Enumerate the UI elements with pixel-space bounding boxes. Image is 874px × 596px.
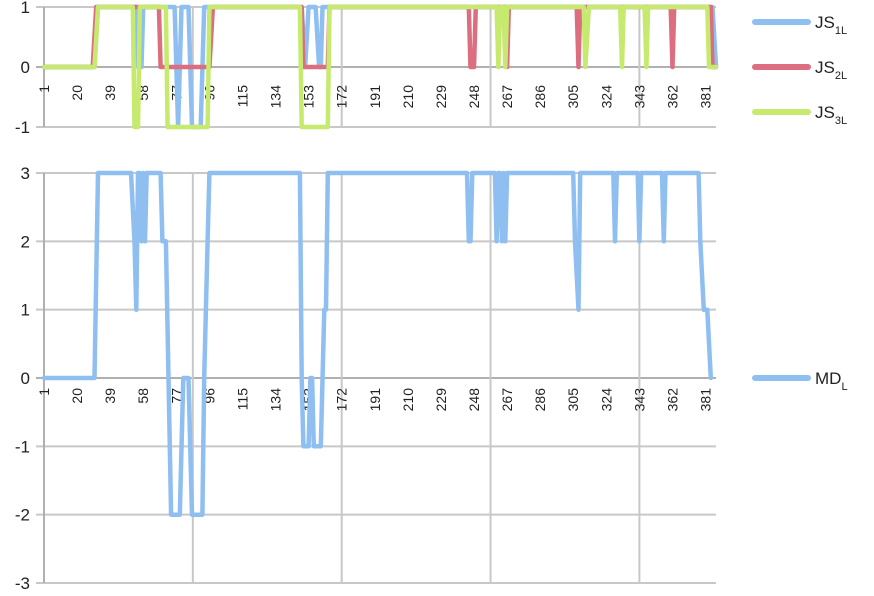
legend-label: JS2L [815, 58, 847, 82]
legend-label-subscript: 3L [835, 115, 847, 127]
x-tick-label: 191 [367, 85, 383, 109]
x-tick-label: 286 [532, 85, 548, 109]
legend-item: JS2L [752, 58, 847, 82]
x-tick-label: 115 [234, 388, 250, 411]
legend-label-subscript: L [841, 381, 847, 393]
legend-label: JS3L [815, 103, 847, 127]
x-tick-label: 343 [631, 85, 647, 109]
x-tick-label: 229 [433, 85, 449, 109]
x-tick-label: 267 [499, 388, 515, 412]
legend-label-name: JS [815, 13, 835, 32]
legend-label-name: MD [815, 369, 841, 388]
legend-item: MDL [752, 369, 848, 393]
legend-label-subscript: 1L [835, 25, 847, 37]
x-tick-label: 77 [168, 388, 184, 404]
y-tick-label: 0 [21, 58, 30, 77]
legend-label: JS1L [815, 13, 847, 37]
x-tick-label: 58 [135, 388, 151, 404]
legend-item: JS3L [752, 103, 847, 127]
y-tick-label: 2 [21, 232, 30, 251]
x-tick-label: 381 [698, 85, 714, 109]
series-line-mdl [41, 170, 714, 517]
y-tick-label: 3 [21, 164, 30, 183]
y-tick-label: 0 [21, 369, 30, 388]
x-tick-label: 134 [268, 85, 284, 109]
y-tick-label: -2 [15, 506, 30, 525]
x-tick-label: 210 [400, 85, 416, 109]
legend-item: JS1L [752, 13, 847, 37]
x-tick-label: 305 [565, 85, 581, 109]
x-tick-label: 324 [598, 85, 614, 109]
x-tick-label: 172 [334, 388, 350, 412]
x-tick-label: 20 [69, 85, 85, 101]
legend-label-name: JS [815, 58, 835, 77]
x-tick-label: 1 [36, 388, 52, 396]
x-tick-label: 191 [367, 388, 383, 412]
x-tick-label: 1 [36, 85, 52, 93]
x-tick-label: 248 [466, 85, 482, 109]
x-tick-label: 172 [334, 85, 350, 109]
series-line-js3l [41, 4, 719, 130]
series-line-js2l [41, 4, 719, 70]
x-tick-label: 343 [631, 388, 647, 412]
x-tick-label: 381 [698, 388, 714, 412]
x-tick-label: 115 [234, 85, 250, 108]
x-tick-label: 362 [664, 85, 680, 109]
legend-label-name: JS [815, 103, 835, 122]
y-tick-label: -1 [15, 437, 30, 456]
y-tick-label: 1 [21, 0, 30, 17]
legend-label: MDL [815, 369, 848, 393]
x-tick-label: 134 [268, 388, 284, 412]
x-tick-label: 362 [664, 388, 680, 412]
x-tick-label: 324 [598, 388, 614, 412]
x-tick-label: 267 [499, 85, 515, 109]
x-tick-label: 153 [301, 85, 317, 109]
chart-panel-1: 10-11 20 39 58 77 96 115 134 153 172 191 210 229 248 2… [15, 0, 847, 137]
x-tick-label: 248 [466, 388, 482, 412]
x-tick-label: 305 [565, 388, 581, 412]
x-tick-label: 39 [102, 85, 118, 101]
x-tick-label: 229 [433, 388, 449, 412]
legend-label-subscript: 2L [835, 70, 847, 82]
x-tick-label: 286 [532, 388, 548, 412]
x-tick-label: 210 [400, 388, 416, 412]
y-tick-label: 1 [21, 301, 30, 320]
x-tick-label: 39 [102, 388, 118, 404]
y-tick-label: -1 [15, 118, 30, 137]
y-tick-label: -3 [15, 574, 30, 591]
x-tick-label: 20 [69, 388, 85, 404]
